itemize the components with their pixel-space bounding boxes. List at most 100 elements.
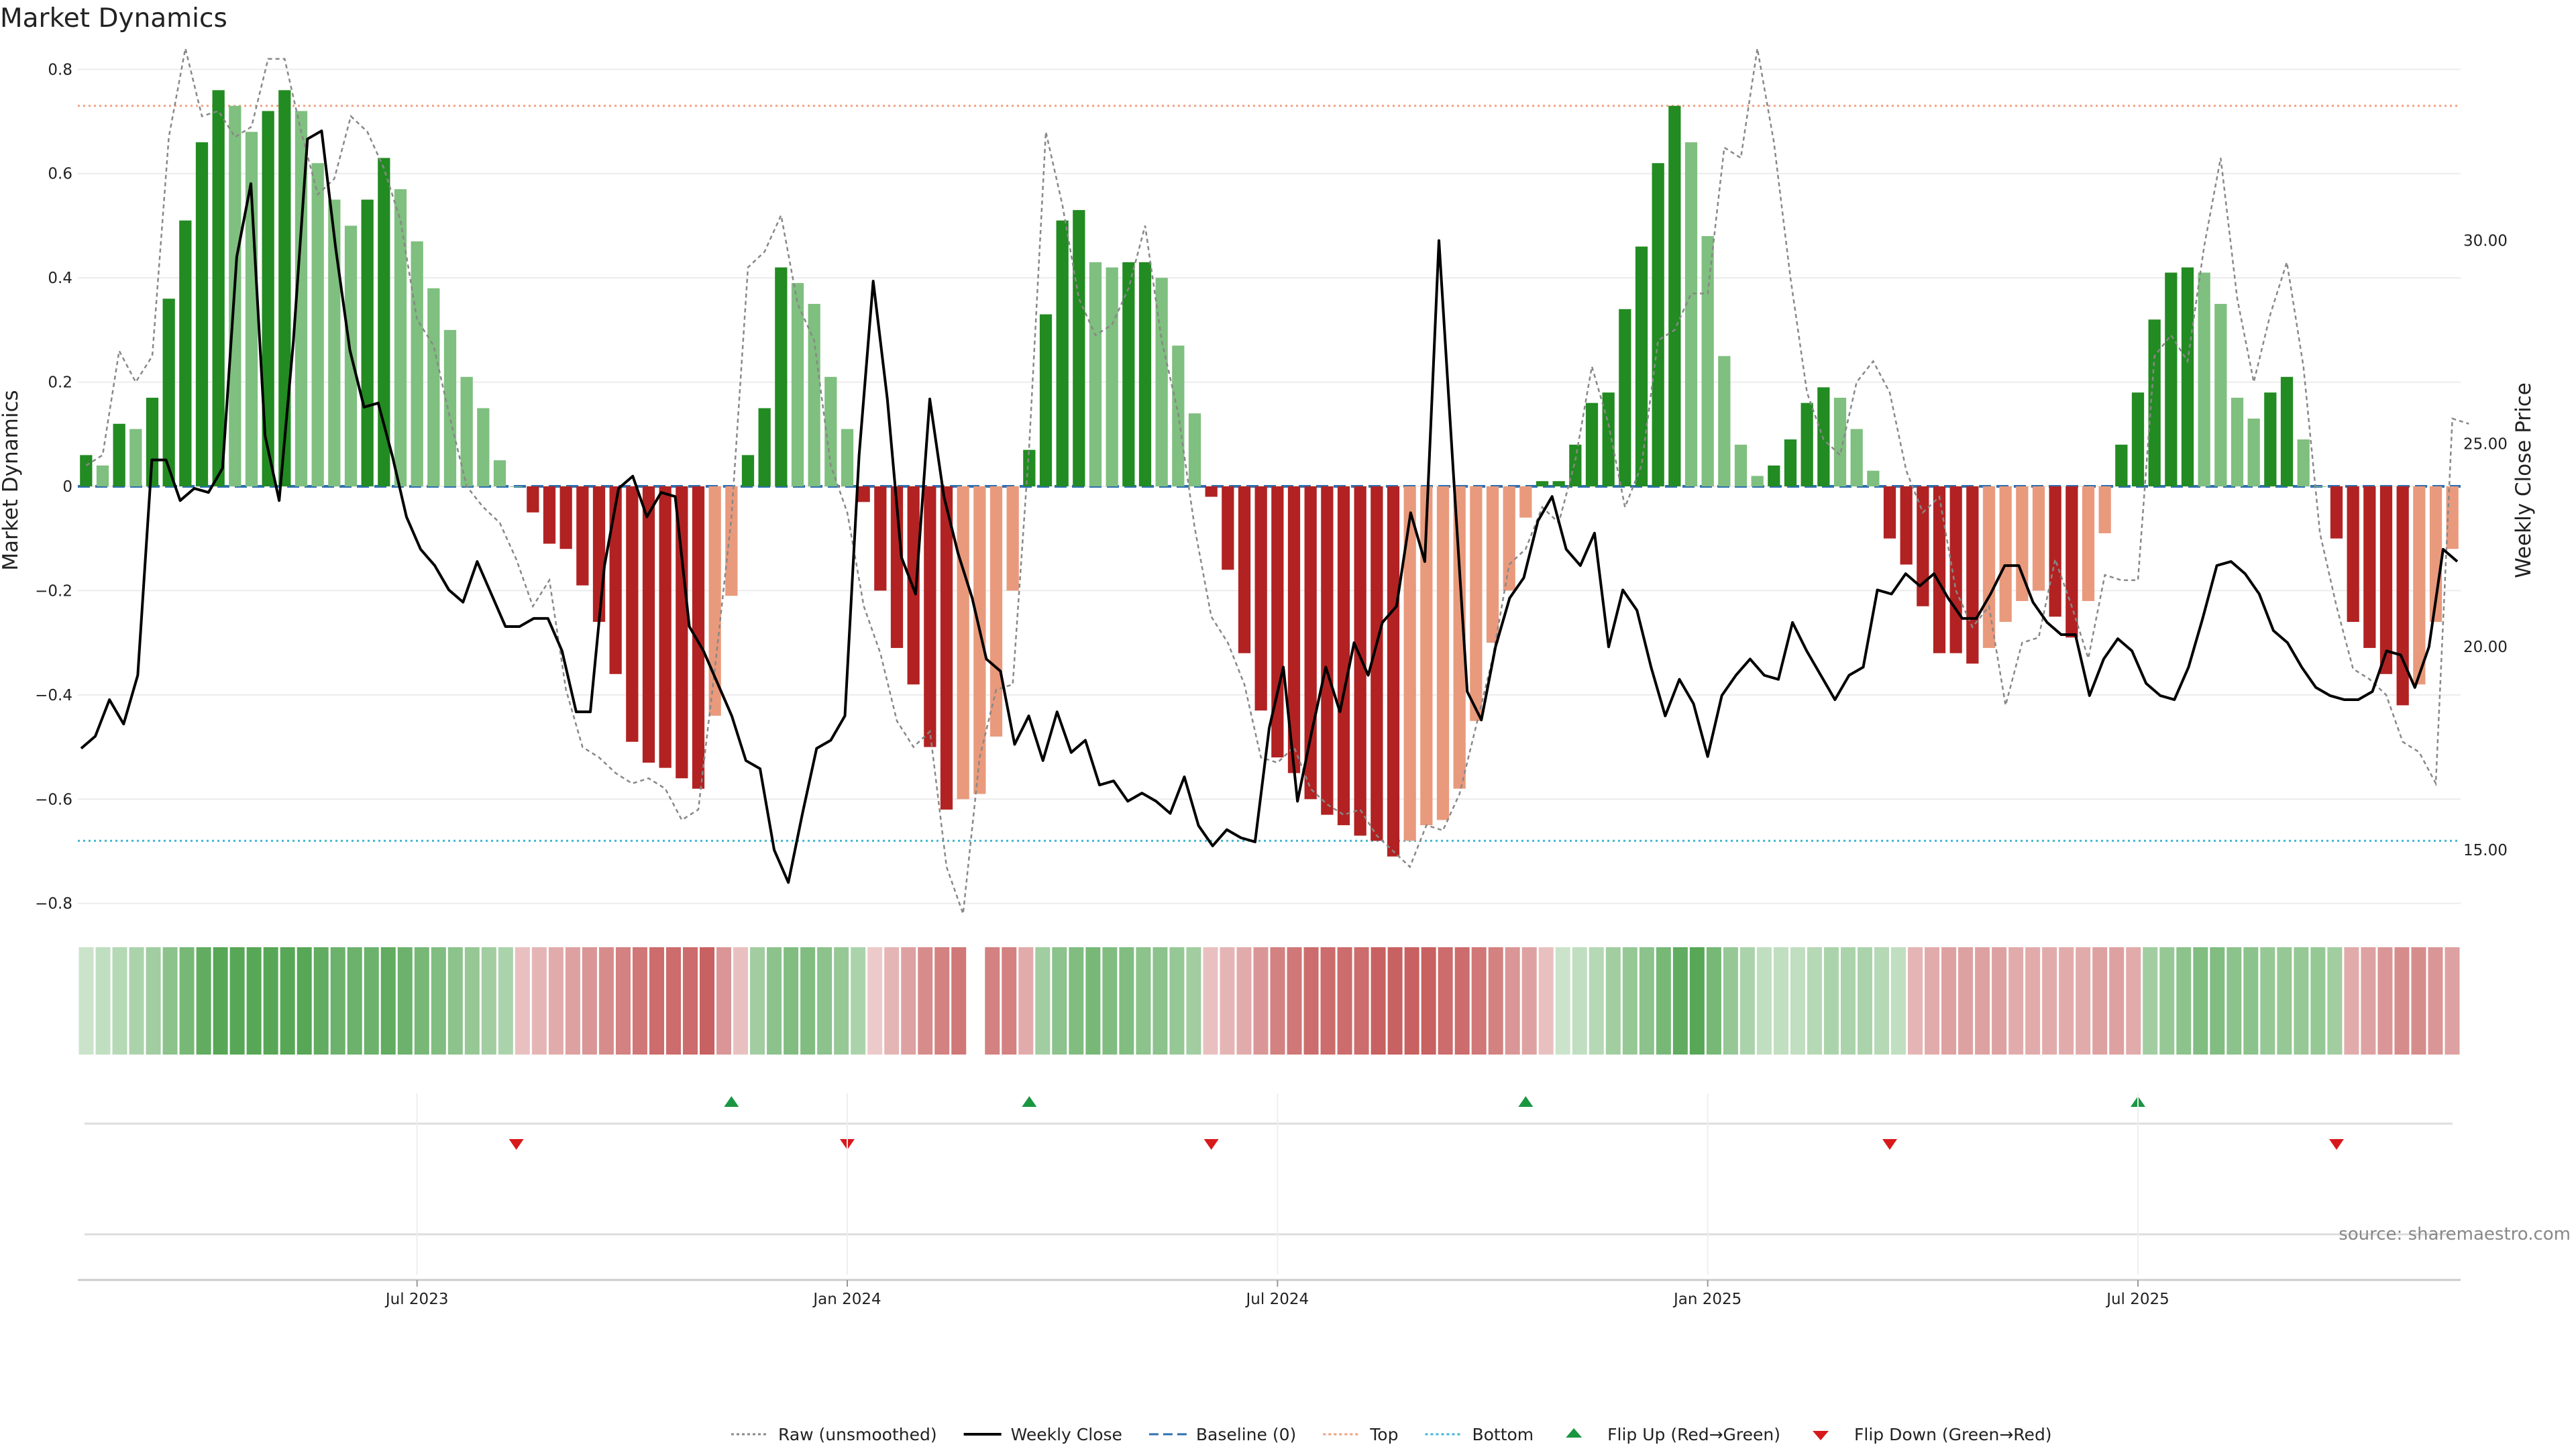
dynamics-bar [510,486,523,487]
dynamics-bar [146,397,159,486]
dynamics-bar [1238,486,1251,653]
dynamics-bar [1999,486,2012,623]
dynamics-bar [80,455,93,486]
dynamics-bar [1768,465,1780,486]
legend-item: Baseline (0) [1148,1425,1296,1444]
right-axis-title: Weekly Close Price [2512,382,2536,578]
heat-cell [2159,947,2175,1055]
right-tick-label: 20.00 [2463,639,2508,656]
dynamics-bar [1850,429,1863,486]
dynamics-bar [1784,439,1797,486]
left-tick-label: 0.8 [48,61,72,78]
dynamics-bar [940,486,953,810]
legend: Raw (unsmoothed) Weekly Close Baseline (0)… [731,1425,2052,1444]
dynamics-bar [1569,444,1582,486]
dynamics-bar [2330,486,2343,539]
dynamics-bar [1453,486,1466,789]
heat-cell [1891,947,1907,1055]
heat-cell [1790,947,1805,1055]
heat-cell [548,947,564,1055]
heat-cell [1925,947,1940,1055]
dynamics-bar [1023,449,1036,486]
heat-cell [2445,947,2460,1055]
dynamics-bar [1519,486,1532,518]
dynamics-bar [1321,486,1334,815]
heat-cell [162,947,178,1055]
dynamics-bar [1982,486,1996,648]
heat-cell [263,947,278,1055]
heat-cell [531,947,547,1055]
dynamics-bar [2413,486,2426,685]
heat-cell [1622,947,1638,1055]
dynamics-bar [1833,397,1847,486]
heat-cell [884,947,900,1055]
flip-down-marker [1882,1139,1897,1150]
dynamics-bar [1585,402,1599,486]
heat-cell [2042,947,2057,1055]
left-tick-label: −0.6 [35,791,72,808]
heat-cell [2411,947,2426,1055]
heat-cell [2210,947,2225,1055]
dynamics-bar [1900,486,1913,565]
dynamics-bar [1668,105,1681,487]
date-tick-label: Jan 2025 [1672,1291,1741,1308]
heat-cell [1605,947,1621,1055]
left-tick-label: −0.2 [35,582,72,600]
heat-cell [78,947,94,1055]
dynamics-bar [1122,262,1135,486]
heat-cell [1169,947,1185,1055]
legend-item: Weekly Close [963,1425,1122,1444]
heat-cell [1975,947,1990,1055]
heat-cell [1438,947,1453,1055]
heat-cell [1992,947,2007,1055]
heat-cell [867,947,883,1055]
weekly-close-line [80,129,2459,884]
heat-cell [1572,947,1587,1055]
legend-label: Bottom [1472,1425,1534,1444]
dynamics-bar [1155,278,1168,486]
heat-cell [2008,947,2024,1055]
dynamics-bar [2214,304,2227,486]
heat-cell [313,947,329,1055]
dynamics-bar [2049,486,2061,617]
heat-cell [934,947,950,1055]
dynamics-bar [2314,486,2326,487]
date-tick-label: Jul 2023 [384,1291,449,1308]
heat-cell [2260,947,2275,1055]
legend-label: Baseline (0) [1196,1425,1296,1444]
heat-cell [1035,947,1051,1055]
left-tick-label: 0.4 [48,270,72,287]
dynamics-bar [2165,272,2178,486]
dynamics-bar [676,486,688,779]
dynamics-bar [973,486,986,794]
heat-cell [615,947,631,1055]
heat-cell [1756,947,1772,1055]
dynamics-bar [2280,376,2294,486]
heat-cell [985,947,1000,1055]
dynamics-bar [659,486,672,768]
dynamics-bar [758,408,771,486]
heat-cell [1186,947,1201,1055]
heat-cell [2076,947,2091,1055]
heat-cell [1220,947,1235,1055]
left-axis-title: Market Dynamics [0,390,23,570]
heat-cell [2109,947,2125,1055]
legend-label: Weekly Close [1011,1425,1122,1444]
dynamics-bar [741,455,755,486]
dynamics-bar [179,220,192,486]
heat-cell [1823,947,1839,1055]
heat-cell [1857,947,1873,1055]
heat-cell [1236,947,1252,1055]
heat-cell [1253,947,1269,1055]
dynamics-bar [708,486,721,716]
heat-cell [112,947,127,1055]
dynamics-bar [1436,486,1450,820]
heat-cell [1639,947,1654,1055]
heat-cell [2344,947,2359,1055]
left-tick-label: 0 [62,478,72,496]
heat-cell [1287,947,1302,1055]
heat-cell [146,947,161,1055]
dynamics-bar [2247,418,2260,486]
heat-cell [2126,947,2141,1055]
heat-cell [213,947,228,1055]
